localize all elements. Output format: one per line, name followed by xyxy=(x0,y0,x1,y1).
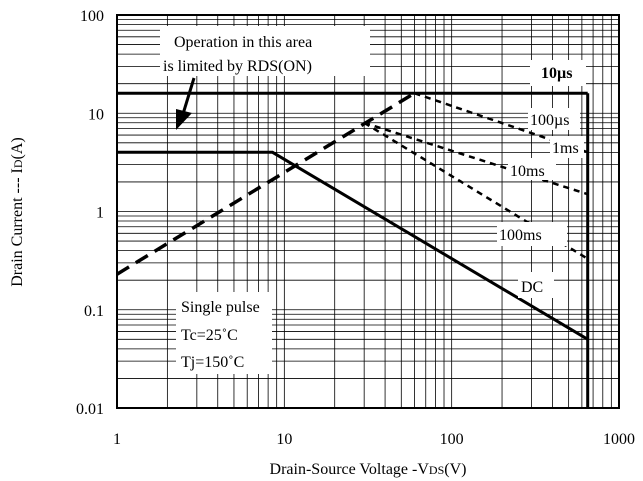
rds-annotation-box xyxy=(160,26,370,76)
y-tick-label: 0.01 xyxy=(76,401,104,418)
y-tick-label: 0.1 xyxy=(84,303,104,320)
y-tick-label: 1 xyxy=(96,205,104,222)
label-100us-box xyxy=(528,108,580,130)
label-100us: 100µs xyxy=(530,112,569,129)
condition-tj: Tj=150˚C xyxy=(181,354,244,371)
label-10us-box xyxy=(530,60,586,86)
x-tick-label: 10 xyxy=(276,431,292,448)
x-tick-label: 1000 xyxy=(603,431,635,448)
plot-frame xyxy=(116,14,620,409)
label-10ms-box xyxy=(508,158,556,180)
label-10us: 10µs xyxy=(541,65,572,82)
label-1ms: 1ms xyxy=(552,140,579,157)
series-layer xyxy=(116,91,590,408)
arrow-icon xyxy=(176,77,196,130)
label-dc-box xyxy=(518,272,554,298)
label-100ms: 100ms xyxy=(499,227,542,244)
label-100ms-box xyxy=(497,222,567,246)
label-1ms-box xyxy=(550,136,584,158)
y-tick-label: 100 xyxy=(80,8,104,25)
x-tick-label: 100 xyxy=(440,431,464,448)
rds-annotation-line2: is limited by RDS(ON) xyxy=(163,58,312,75)
x-axis-title: Drain-Source Voltage -VDS(V) xyxy=(270,461,467,478)
series-dc xyxy=(117,150,589,341)
y-axis-title: Drain Current --- ID(A) xyxy=(9,137,26,287)
series-100-s xyxy=(414,92,589,154)
rds-annotation-line1: Operation in this area xyxy=(174,34,312,51)
x-tick-label: 1 xyxy=(113,431,121,448)
label-dc: DC xyxy=(521,279,543,296)
tick-labels: 1 10 100 1000 100 10 1 0.1 0.01 xyxy=(76,8,635,448)
condition-tc: Tc=25˚C xyxy=(181,327,238,344)
y-tick-label: 10 xyxy=(88,106,104,123)
series-rds-on-limit xyxy=(116,91,416,276)
conditions-box xyxy=(176,292,272,374)
condition-single-pulse: Single pulse xyxy=(181,299,260,316)
label-10ms: 10ms xyxy=(510,163,545,180)
